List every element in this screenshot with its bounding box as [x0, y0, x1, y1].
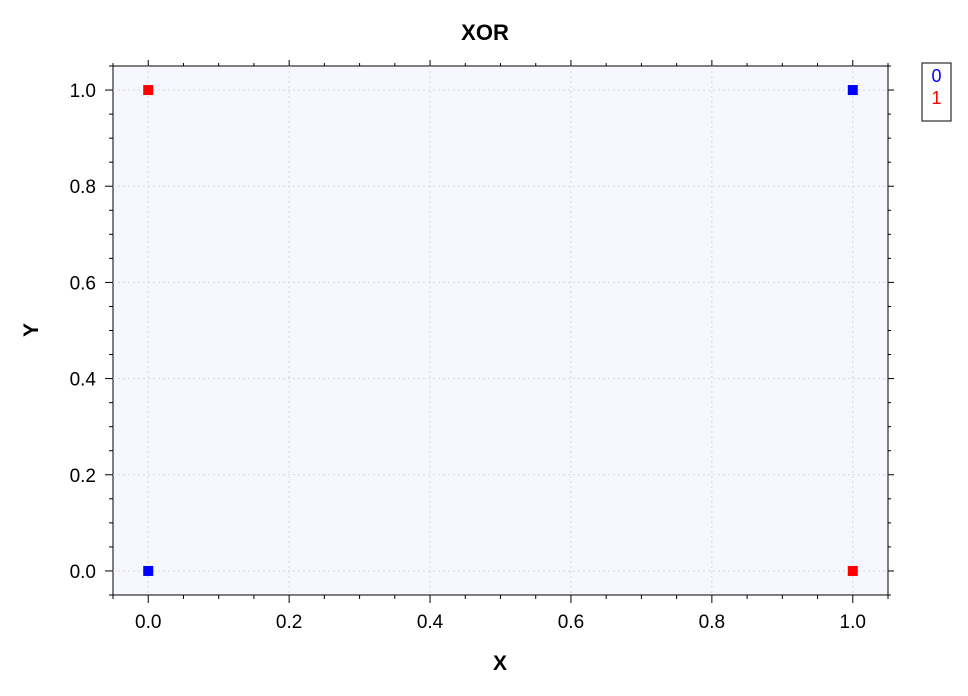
legend-box — [921, 62, 952, 122]
y-tick-label: 0.4 — [70, 370, 97, 391]
data-point-series-1 — [143, 85, 154, 96]
data-point-series-0 — [143, 565, 154, 576]
data-point-series-0 — [847, 85, 858, 96]
data-points — [143, 85, 858, 576]
grid-lines — [113, 66, 888, 595]
y-tick-label: 0.0 — [70, 562, 96, 583]
tick-labels: 0.0 0.2 0.4 0.6 0.8 1.0 0.0 0.2 0.4 0.6 0.8 1.0 — [70, 81, 866, 633]
x-tick-label: 0.2 — [276, 612, 302, 633]
axis-ticks — [105, 60, 894, 603]
x-axis-label: X — [493, 652, 507, 675]
x-tick-label: 1.0 — [840, 612, 866, 633]
x-tick-label: 0.8 — [699, 612, 725, 633]
data-point-series-1 — [847, 565, 858, 576]
y-axis-label: Y — [20, 323, 43, 337]
y-tick-label: 0.6 — [70, 273, 96, 294]
legend: 01 — [921, 62, 952, 122]
y-tick-label: 1.0 — [70, 81, 96, 102]
y-tick-label: 0.8 — [70, 177, 96, 198]
plot-area — [112, 65, 889, 596]
legend-entry-1: 1 — [931, 88, 941, 108]
x-tick-label: 0.6 — [558, 612, 584, 633]
x-tick-label: 0.4 — [417, 612, 444, 633]
chart-title: XOR — [461, 20, 509, 45]
x-tick-label: 0.0 — [135, 612, 161, 633]
y-tick-label: 0.2 — [70, 466, 96, 487]
legend-entry-0: 0 — [931, 66, 941, 86]
